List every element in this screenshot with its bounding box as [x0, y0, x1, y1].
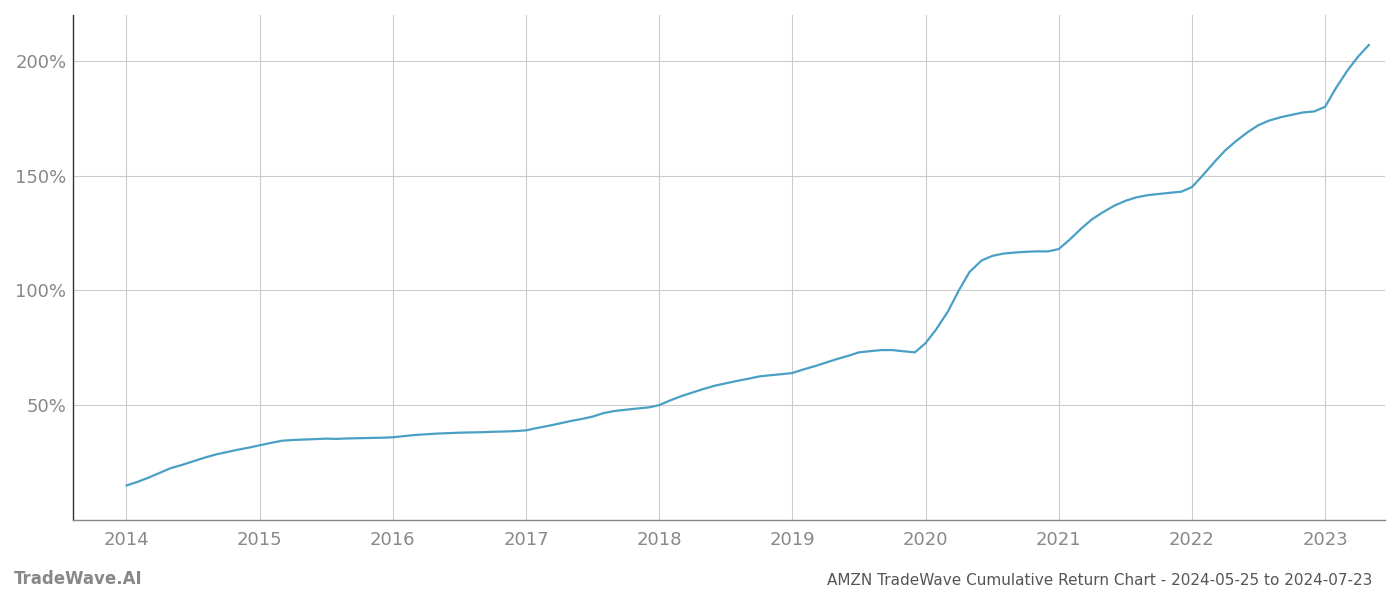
Text: AMZN TradeWave Cumulative Return Chart - 2024-05-25 to 2024-07-23: AMZN TradeWave Cumulative Return Chart -… [826, 573, 1372, 588]
Text: TradeWave.AI: TradeWave.AI [14, 570, 143, 588]
